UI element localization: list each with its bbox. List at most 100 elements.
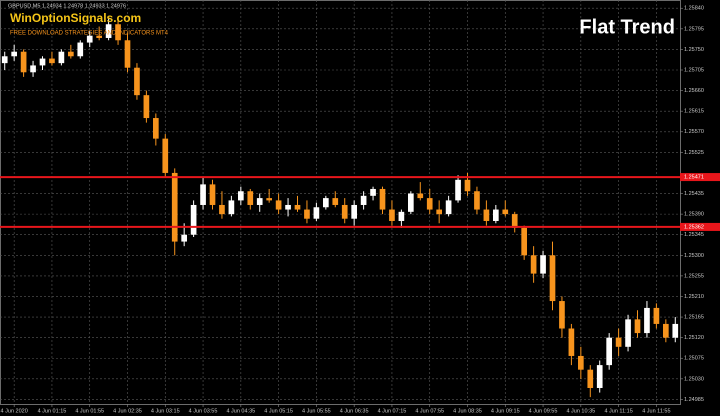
candle-body: [86, 35, 93, 43]
y-tick-label: 1.25525: [684, 150, 704, 156]
candle-body: [578, 355, 584, 370]
candle-body: [190, 204, 197, 235]
candle-body: [181, 234, 187, 242]
watermark-subtitle: FREE DOWNLOAD STRATEGIES AND INDICATORS …: [10, 31, 169, 37]
x-tick-label: 4 Jun 09:15: [491, 408, 520, 414]
x-tick-label: 4 Jun 08:35: [453, 408, 482, 414]
candle-body: [521, 227, 527, 256]
candle-body: [455, 179, 461, 201]
candle-body: [493, 209, 499, 221]
x-tick-label: 4 Jun 04:35: [226, 408, 255, 414]
candle-body: [445, 200, 452, 215]
watermark: WinOptionSignals.com: [10, 11, 141, 25]
y-tick-label: 1.25750: [684, 47, 704, 53]
candle-body: [549, 255, 556, 302]
candle-body: [219, 204, 225, 215]
candle-body: [606, 337, 612, 366]
chart-title: Flat Trend: [579, 16, 675, 38]
x-tick-label: 4 Jun 01:15: [38, 408, 67, 414]
candle-body: [247, 191, 254, 205]
grid: 1.25840 1.25795 1.25750 1.25705 1.25660 1.256…: [0, 0, 704, 414]
candle-body: [568, 328, 575, 356]
candle-body: [266, 198, 272, 201]
candle-body: [256, 198, 263, 205]
x-tick-label: 4 Jun 10:35: [566, 408, 595, 414]
candles: [1, 17, 679, 398]
plot-frame: [0, 0, 681, 405]
y-tick-label: 1.25210: [684, 294, 704, 300]
candle-body: [360, 195, 367, 205]
y-tick-label: 1.25165: [684, 315, 704, 321]
candle-body: [304, 209, 310, 219]
candle-body: [162, 138, 169, 173]
candle-body: [341, 204, 348, 219]
candle-body: [228, 200, 235, 215]
y-tick-label: 1.25795: [684, 26, 704, 32]
candle-body: [663, 323, 669, 338]
candle-body: [20, 51, 27, 73]
x-tick-label: 4 Jun 09:55: [529, 408, 558, 414]
y-tick-label: 1.24985: [684, 397, 704, 403]
candle-body: [68, 51, 74, 57]
x-tick-label: 4 Jun 11:55: [642, 408, 670, 414]
candle-body: [238, 191, 244, 201]
y-tick-label: 1.25840: [684, 6, 704, 12]
candle-body: [200, 184, 206, 205]
candle-body: [408, 193, 414, 212]
y-tick-label: 1.25615: [684, 109, 704, 115]
candle-body: [398, 211, 405, 221]
x-tick-label: 4 Jun 06:35: [340, 408, 369, 414]
candle-body: [672, 323, 679, 338]
candle-body: [275, 200, 282, 210]
candle-body: [58, 51, 65, 64]
x-tick-label: 4 Jun 01:55: [75, 408, 104, 414]
y-tick-label: 1.25075: [684, 356, 704, 362]
candle-body: [209, 184, 216, 205]
y-tick-label: 1.25705: [684, 67, 704, 73]
candle-body: [313, 207, 320, 219]
candle-body: [351, 204, 357, 219]
candle-body: [426, 198, 433, 210]
y-tick-label: 1.25120: [684, 335, 704, 341]
candle-body: [389, 209, 395, 221]
x-tick-label: 4 Jun 2020: [1, 408, 28, 414]
candle-body: [483, 209, 490, 221]
candle-body: [124, 40, 131, 68]
candle-body: [153, 118, 159, 139]
candle-body: [530, 255, 537, 274]
y-tick-label: 1.25435: [684, 191, 704, 197]
x-tick-label: 4 Jun 02:35: [113, 408, 142, 414]
candle-body: [285, 204, 291, 210]
candle-body: [634, 319, 641, 334]
overlay: 1.25471 1.25362: [0, 173, 720, 231]
candle-body: [436, 209, 442, 215]
x-tick-label: 4 Jun 03:15: [151, 408, 180, 414]
candle-body: [30, 65, 36, 73]
candle-body: [559, 301, 565, 329]
candle-body: [644, 307, 650, 334]
x-tick-label: 4 Jun 07:55: [415, 408, 444, 414]
x-tick-label: 4 Jun 05:15: [264, 408, 293, 414]
y-tick-label: 1.25660: [684, 88, 704, 94]
candle-body: [511, 214, 518, 228]
candle-body: [379, 188, 386, 210]
y-tick-label: 1.25030: [684, 376, 704, 382]
candle-body: [171, 172, 178, 242]
candle-body: [105, 24, 112, 38]
candle-body: [417, 193, 424, 199]
x-tick-label: 4 Jun 07:15: [378, 408, 407, 414]
candle-body: [134, 67, 140, 96]
candle-body: [615, 337, 622, 347]
candle-body: [464, 179, 471, 192]
candle-body: [1, 56, 8, 64]
candle-body: [49, 58, 55, 64]
candle-body: [294, 204, 301, 210]
candle-body: [502, 209, 509, 215]
x-tick-label: 4 Jun 05:55: [302, 408, 331, 414]
candle-body: [96, 35, 102, 38]
y-tick-label: 1.25345: [684, 232, 704, 238]
level-label-box: [680, 173, 720, 182]
candle-body: [370, 188, 376, 196]
candle-body: [653, 307, 660, 324]
